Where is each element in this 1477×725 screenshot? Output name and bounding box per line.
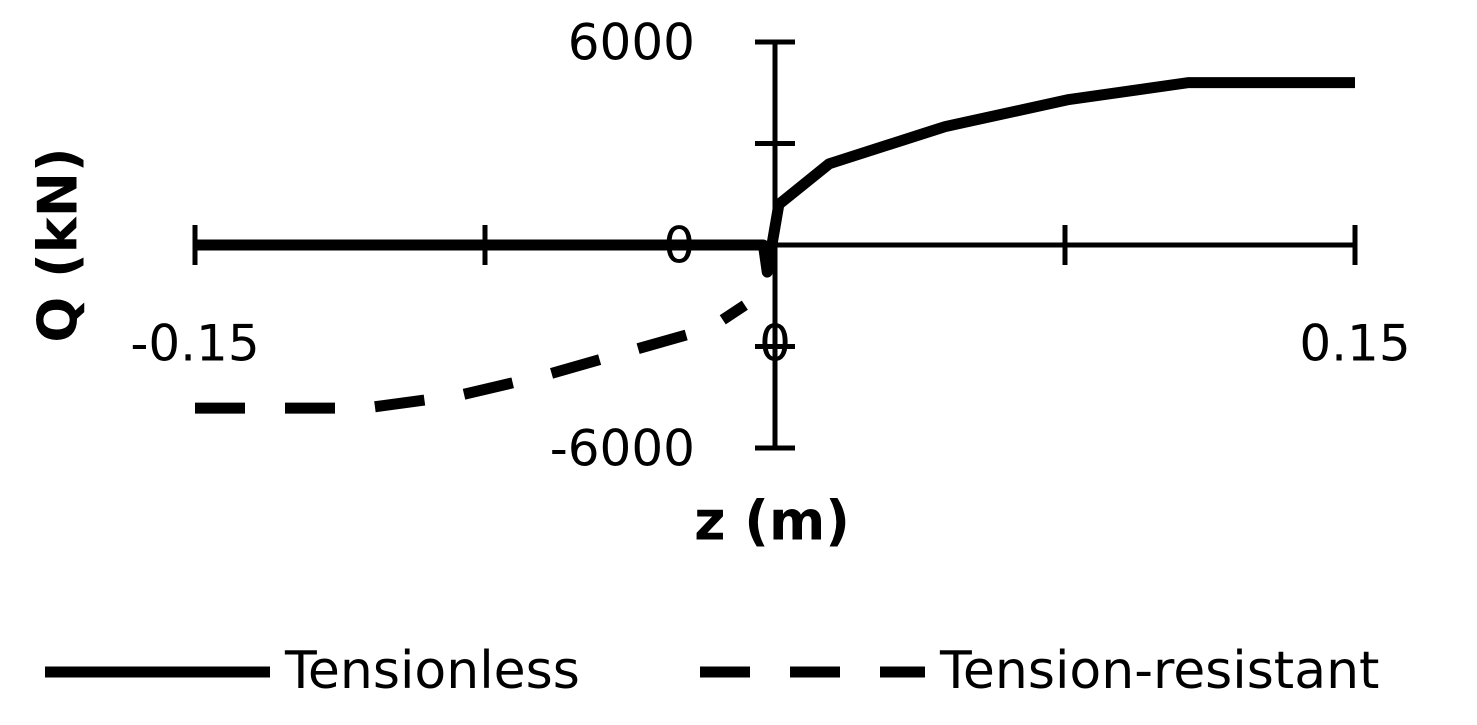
x-tick-label: 0.15 — [1299, 315, 1410, 373]
x-tick-label: -0.15 — [130, 315, 259, 373]
y-axis-title: Q (kN) — [27, 147, 90, 342]
y-tick-label: -6000 — [550, 420, 695, 478]
series-line — [195, 77, 1355, 278]
legend-label: Tension-resistant — [939, 641, 1379, 701]
series-line — [195, 300, 748, 414]
x-axis-title: z (m) — [694, 490, 850, 553]
x-tick-label: 0 — [759, 315, 791, 373]
y-tick-label: 6000 — [568, 14, 695, 72]
legend-label: Tensionless — [284, 641, 580, 701]
